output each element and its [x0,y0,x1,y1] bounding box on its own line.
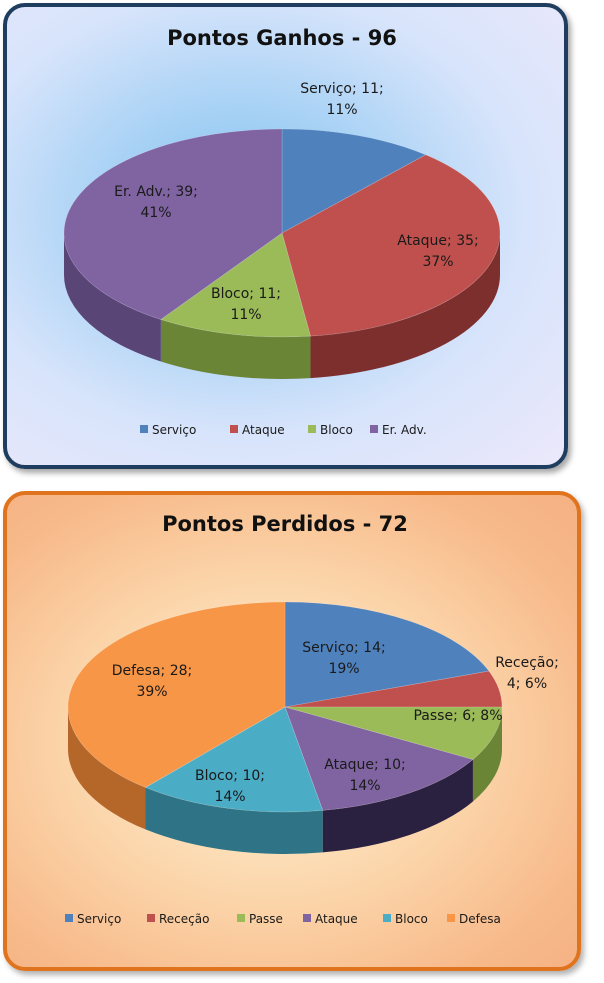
pie-slice-bloco [144,706,324,813]
pie-depth [64,233,500,379]
legend-label-defesa: Defesa [459,912,501,926]
data-label-passe: Passe; 6; 8% [413,708,502,724]
data-label-bloco: Bloco; 10; 14% [195,768,265,805]
legend-swatch-servico [140,425,148,433]
slice-side-defesa [68,707,146,830]
legend-label-bloco: Bloco [320,423,353,437]
legend-label-bloco: Bloco [395,912,428,926]
pie-slice-bloco [160,232,311,338]
pie-chart-pontos-perdidos: Pontos Perdidos - 72 Serviço; 14; 19% Receç… [65,512,559,926]
pie-slice-ataque [281,154,501,337]
chart-title: Pontos Ganhos - 96 [167,26,397,50]
data-label-servico: Serviço; 14; 19% [302,640,385,677]
legend-swatch-bloco [383,914,391,922]
pie-slice-servico [281,128,427,234]
pie-slice-er-adv [63,128,283,320]
data-label-rececao: Receção; 4; 6% [495,655,559,692]
data-label-bloco: Bloco; 11; 11% [211,286,281,323]
pie-slice-rececao [284,670,503,708]
data-label-servico: Serviço; 11; 11% [300,81,383,118]
legend-swatch-bloco [308,425,316,433]
legend-swatch-rececao [147,914,155,922]
data-label-ataque: Ataque; 10; 14% [324,757,405,794]
data-label-ataque: Ataque; 35; 37% [397,233,478,270]
slice-side-ataque [310,233,500,379]
legend-swatch-ataque [303,914,311,922]
pie-slice-servico [284,601,490,708]
legend-swatch-defesa [447,914,455,922]
chart-title: Pontos Perdidos - 72 [162,512,408,536]
pie-chart-pontos-ganhos: Pontos Ganhos - 96 Serviço; 11; 11% Ataque;… [63,26,501,437]
legend: Serviço Receção Passe Ataque Bloco Defesa [65,912,501,926]
slice-side-er-adv [64,233,161,362]
slice-side-passe [472,707,502,802]
slice-side-bloco [160,319,311,379]
pie-depth [68,707,502,854]
legend-label-passe: Passe [249,912,283,926]
chart-panel-pontos-ganhos: Pontos Ganhos - 96 Serviço; 11; 11% Ataque;… [3,3,568,469]
pie-slice-passe [284,706,503,760]
data-label-defesa: Defesa; 28; 39% [112,663,193,700]
pie-slice-ataque [284,706,474,811]
data-label-er-adv: Er. Adv.; 39; 41% [114,184,198,221]
slice-side-bloco [145,787,323,854]
legend-swatch-passe [237,914,245,922]
slice-side-ataque [322,759,473,853]
legend-label-ataque: Ataque [315,912,358,926]
legend: Serviço Ataque Bloco Er. Adv. [140,423,427,437]
pie-slice-defesa [67,601,286,788]
legend-label-servico: Serviço [77,912,121,926]
legend-swatch-er-adv [370,425,378,433]
legend-swatch-ataque [230,425,238,433]
chart-panel-pontos-perdidos: Pontos Perdidos - 72 Serviço; 14; 19% Receç… [3,491,581,971]
legend-label-servico: Serviço [152,423,196,437]
legend-swatch-servico [65,914,73,922]
legend-label-ataque: Ataque [242,423,285,437]
legend-label-rececao: Receção [159,912,209,926]
legend-label-er-adv: Er. Adv. [382,423,427,437]
